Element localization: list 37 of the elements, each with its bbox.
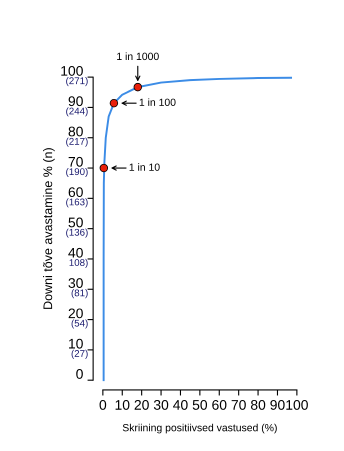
text: (190) bbox=[66, 168, 88, 178]
y-tick-label: 60 bbox=[68, 187, 83, 198]
text: (81) bbox=[72, 289, 88, 298]
annotation: 1 in 1000 bbox=[117, 52, 159, 60]
x-tick-label: 20 bbox=[134, 400, 149, 410]
x-tick-label: 90 bbox=[270, 400, 285, 410]
y-tick-label: 30 bbox=[68, 278, 83, 288]
text: (27) bbox=[72, 350, 88, 359]
text: (163) bbox=[66, 198, 88, 208]
text: (271) bbox=[66, 77, 88, 86]
text: (54) bbox=[72, 319, 88, 329]
y-axis-title: Downi tõve avastamine % (n) bbox=[43, 148, 55, 309]
y-tick-label: 80 bbox=[68, 126, 83, 136]
text: (136) bbox=[66, 228, 88, 238]
x-tick-label: 80 bbox=[250, 400, 266, 410]
y-tick-label: 100 bbox=[61, 66, 83, 76]
x-tick-label: 50 bbox=[192, 400, 208, 410]
y-tick-label: 40 bbox=[68, 248, 83, 258]
annotation: 1 in 10 bbox=[130, 163, 160, 171]
y-tick-label: 90 bbox=[68, 96, 83, 106]
x-tick-label: 70 bbox=[232, 400, 246, 410]
text: (244) bbox=[66, 107, 88, 116]
x-tick-label: 40 bbox=[173, 400, 188, 410]
x-tick-label: 10 bbox=[116, 400, 130, 410]
x-tick-label: 60 bbox=[212, 400, 226, 410]
y-tick-label: 0 bbox=[76, 369, 83, 379]
text: (217) bbox=[66, 138, 88, 147]
y-tick-label: 50 bbox=[68, 218, 83, 228]
x-axis-title: Skriining positiivsed vastused (%) bbox=[122, 424, 277, 434]
y-tick-label: 70 bbox=[68, 156, 83, 167]
x-tick-label: 30 bbox=[154, 400, 168, 410]
annotation: 1 in 100 bbox=[140, 98, 176, 106]
text: 108) bbox=[70, 258, 88, 268]
x-tick-label: 100 bbox=[286, 400, 308, 410]
y-tick-label: 20 bbox=[68, 308, 83, 318]
y-tick-label: 10 bbox=[69, 338, 83, 349]
x-tick-label: 0 bbox=[100, 400, 106, 410]
